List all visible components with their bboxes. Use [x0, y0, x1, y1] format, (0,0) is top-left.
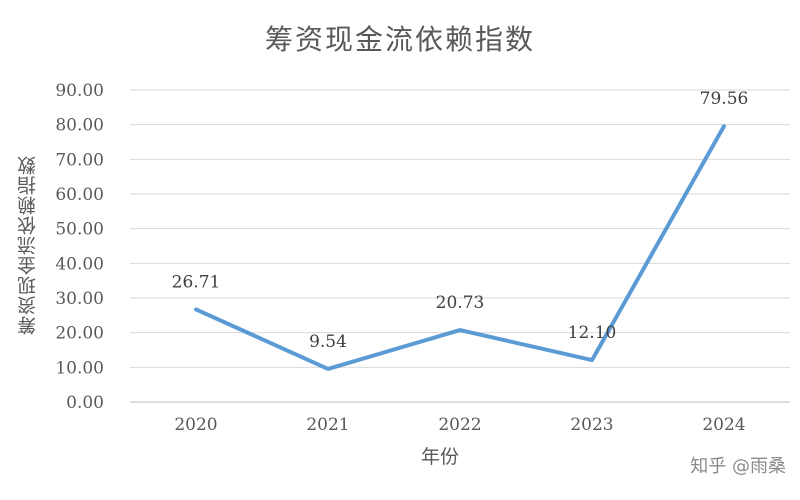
data-label: 79.56 — [700, 89, 749, 109]
y-tick-label: 30.00 — [55, 289, 104, 309]
x-tick-label: 2023 — [570, 415, 613, 435]
x-tick-label: 2020 — [174, 415, 217, 435]
y-tick-label: 60.00 — [55, 185, 104, 205]
watermark: 知乎 @雨桑 — [690, 456, 786, 477]
x-tick-label: 2024 — [702, 415, 745, 435]
chart-title: 筹资现金流依赖指数 — [264, 23, 535, 56]
x-tick-label: 2021 — [306, 415, 349, 435]
y-tick-label: 50.00 — [55, 220, 104, 240]
y-tick-label: 80.00 — [55, 116, 104, 136]
data-label: 20.73 — [436, 293, 485, 313]
series-line — [194, 124, 726, 371]
x-axis-label: 年份 — [420, 446, 459, 468]
data-label: 12.10 — [568, 323, 617, 343]
y-tick-label: 0.00 — [66, 393, 104, 413]
data-label: 9.54 — [309, 332, 347, 352]
data-label: 26.71 — [172, 272, 221, 292]
y-tick-label: 40.00 — [55, 254, 104, 274]
y-tick-label: 90.00 — [55, 81, 104, 101]
y-tick-label: 20.00 — [55, 324, 104, 344]
y-tick-label: 70.00 — [55, 150, 104, 170]
x-tick-label: 2022 — [438, 415, 481, 435]
y-tick-label: 10.00 — [55, 358, 104, 378]
